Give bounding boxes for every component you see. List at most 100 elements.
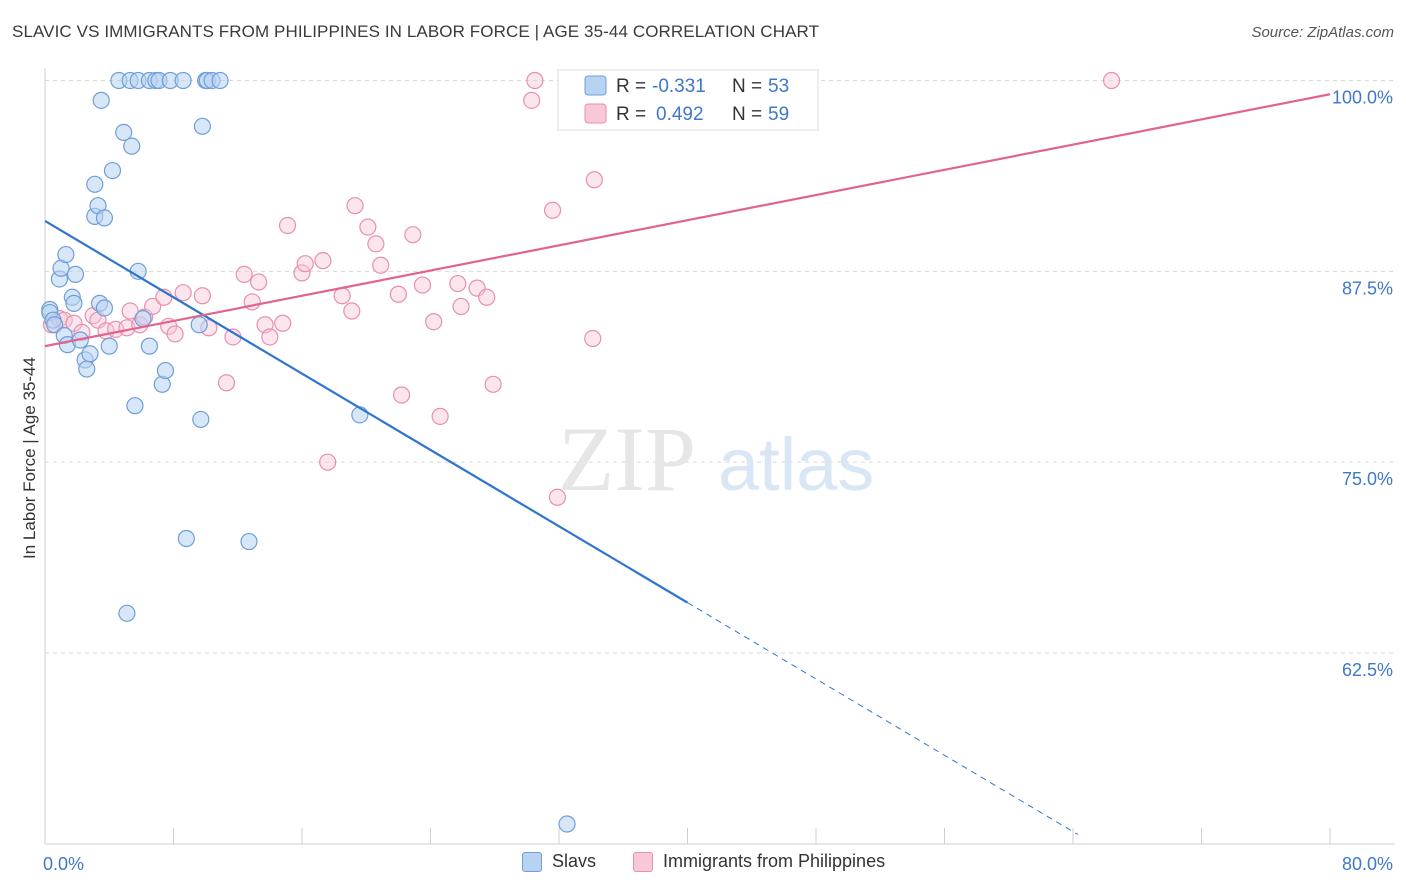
legend-n-value-philippines: 59 <box>768 104 789 125</box>
point-slavs <box>86 175 104 193</box>
point-slavs <box>134 310 152 328</box>
point-philippines <box>431 407 449 425</box>
point-philippines <box>413 276 432 294</box>
point-philippines <box>404 226 422 244</box>
x-tick-label-0: 0.0% <box>43 854 84 874</box>
bottom-legend-swatch-slavs <box>522 851 542 872</box>
point-philippines <box>449 274 467 293</box>
point-philippines <box>478 288 496 306</box>
y-tick-label-2: 75.0% <box>1342 469 1393 489</box>
point-philippines <box>235 265 253 283</box>
point-philippines <box>296 255 314 273</box>
bottom-legend-label-philippines: Immigrants from Philippines <box>663 851 886 871</box>
bottom-legend-philippines[interactable]: Immigrants from Philippines <box>633 851 885 872</box>
point-philippines <box>314 252 332 270</box>
point-philippines <box>585 171 603 189</box>
point-philippines <box>144 297 162 316</box>
source-label: Source: ZipAtlas.com <box>1251 24 1394 41</box>
bottom-legend-slavs[interactable]: Slavs <box>522 851 596 872</box>
legend-r-value-slavs: -0.331 <box>652 76 706 97</box>
point-slavs <box>123 137 141 155</box>
tick-labels: 100.0% 87.5% 75.0% 62.5% 0.0% 80.0% <box>43 88 1393 875</box>
trend-lines <box>44 93 1331 835</box>
point-slavs <box>190 316 208 334</box>
correlation-legend: R = -0.331 N = 53 R = 0.492 N = 59 <box>557 69 819 131</box>
point-slavs <box>92 91 110 109</box>
point-philippines <box>523 91 541 109</box>
point-philippines <box>392 386 411 404</box>
point-philippines <box>548 488 566 506</box>
legend-swatch-slavs <box>584 75 607 96</box>
watermark-zip: ZIP <box>558 408 696 510</box>
point-slavs <box>66 265 85 283</box>
point-slavs <box>177 529 195 548</box>
point-slavs <box>156 361 175 380</box>
point-philippines <box>389 285 407 303</box>
grid-lines <box>45 80 1395 654</box>
x-tick-label-1: 80.0% <box>1342 854 1393 874</box>
point-philippines <box>1102 71 1121 90</box>
point-slavs <box>140 337 159 355</box>
point-slavs <box>65 294 83 312</box>
point-philippines <box>526 71 544 90</box>
trend-line-philippines <box>44 93 1331 348</box>
points-slavs <box>41 71 576 833</box>
y-tick-label-1: 87.5% <box>1342 278 1393 298</box>
point-philippines <box>166 325 184 343</box>
point-slavs <box>118 604 136 622</box>
point-philippines <box>425 313 443 331</box>
point-philippines <box>274 314 292 332</box>
point-slavs <box>126 397 144 415</box>
point-philippines <box>217 374 236 392</box>
y-tick-label-0: 100.0% <box>1332 88 1393 108</box>
legend-n-label-philippines: N = <box>732 104 762 125</box>
y-axis-label: In Labor Force | Age 35-44 <box>20 357 39 559</box>
point-philippines <box>543 201 562 219</box>
point-philippines <box>193 287 212 305</box>
point-slavs <box>81 345 99 363</box>
point-slavs <box>558 815 576 833</box>
point-philippines <box>343 302 361 320</box>
point-philippines <box>333 287 351 305</box>
bottom-legend: Slavs Immigrants from Philippines <box>0 851 1406 879</box>
legend-r-label-philippines: R = <box>616 104 646 125</box>
legend-r-label-slavs: R = <box>616 76 646 97</box>
legend-r-value-philippines: 0.492 <box>656 104 704 125</box>
point-philippines <box>367 235 385 253</box>
point-philippines <box>359 218 377 236</box>
bottom-legend-label-slavs: Slavs <box>552 851 597 871</box>
watermark-atlas: atlas <box>718 423 874 506</box>
point-philippines <box>584 329 602 348</box>
point-slavs <box>115 123 133 142</box>
chart-title: SLAVIC VS IMMIGRANTS FROM PHILIPPINES IN… <box>12 22 820 41</box>
point-slavs <box>57 245 75 264</box>
point-slavs <box>100 337 118 355</box>
point-philippines <box>346 197 364 215</box>
point-philippines <box>250 273 268 291</box>
point-slavs <box>211 71 229 90</box>
point-slavs <box>103 161 122 180</box>
point-philippines <box>372 256 390 274</box>
point-slavs <box>78 360 96 378</box>
trend-line-slavs-extension <box>687 602 1079 835</box>
point-slavs <box>240 532 258 551</box>
point-slavs <box>174 71 192 90</box>
point-slavs <box>95 299 114 317</box>
point-slavs <box>46 316 64 334</box>
point-philippines <box>484 375 502 393</box>
bottom-legend-swatch-philippines <box>633 851 653 872</box>
point-philippines <box>319 453 337 471</box>
point-philippines <box>278 216 297 235</box>
point-slavs <box>193 117 212 135</box>
y-tick-label-3: 62.5% <box>1342 660 1393 680</box>
legend-swatch-philippines <box>584 103 607 124</box>
point-philippines <box>452 297 470 316</box>
point-philippines <box>261 328 279 346</box>
watermark: ZIP atlas <box>558 408 874 510</box>
point-philippines <box>121 302 139 320</box>
axes <box>44 68 1395 845</box>
legend-n-value-slavs: 53 <box>768 76 789 97</box>
point-slavs <box>192 410 210 429</box>
trend-line-slavs <box>44 220 689 604</box>
